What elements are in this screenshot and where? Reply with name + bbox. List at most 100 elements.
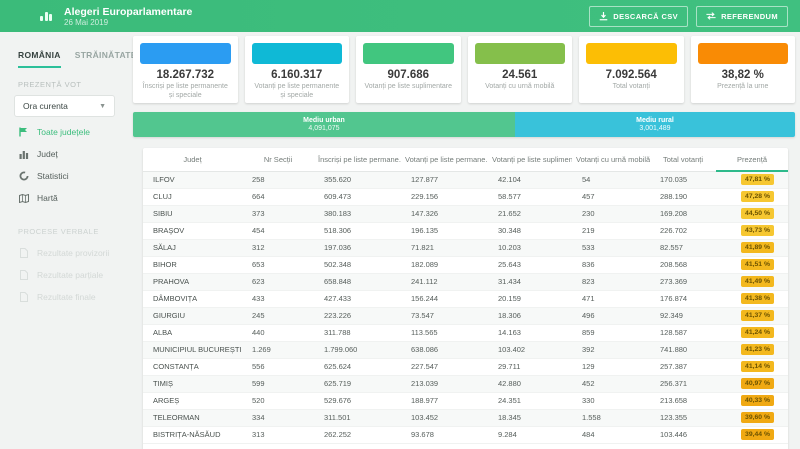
stat-card-label: Total votanți <box>612 83 650 90</box>
tab-romania[interactable]: ROMÂNIA <box>18 46 61 68</box>
value-cell: 188.977 <box>400 392 488 410</box>
stat-card-color-bar <box>140 43 231 64</box>
value-cell: 609.473 <box>313 188 401 206</box>
value-cell: 219 <box>571 222 650 240</box>
column-header-5[interactable]: Votanți cu urnă mobilă <box>571 148 650 172</box>
value-cell: 334 <box>242 409 314 427</box>
stat-card-2: 907.686 Votanți pe liste suplimentare <box>356 36 461 103</box>
chevron-down-icon: ▼ <box>99 102 106 110</box>
sidebar-item-rezultate-provizorii: Rezultate provizorii <box>0 242 125 264</box>
download-csv-button[interactable]: DESCARCĂ CSV <box>589 5 689 27</box>
presence-badge: 41,14 % <box>741 361 774 372</box>
value-cell: 113.565 <box>400 324 488 342</box>
section-label-procese-verbale: PROCESE VERBALE <box>18 227 99 236</box>
stat-card-color-bar <box>251 43 342 64</box>
presence-cell: 40,33 % <box>715 392 788 410</box>
stat-cards: 18.267.732 Înscriși pe liste permanente ș… <box>133 36 795 103</box>
value-cell: 54 <box>571 171 650 189</box>
value-cell: 92.349 <box>649 307 716 325</box>
value-cell: 73.547 <box>400 307 488 325</box>
value-cell: 1.799.060 <box>313 341 401 359</box>
column-header-4[interactable]: Votanți pe liste suplimen... <box>487 148 572 172</box>
column-header-7[interactable]: Prezență <box>715 148 788 172</box>
sidebar-item-label: Statistici <box>37 171 69 181</box>
value-cell: 14.163 <box>487 324 572 342</box>
value-cell: 533 <box>571 239 650 257</box>
presence-badge: 47,81 % <box>741 174 774 186</box>
tab-strainatate[interactable]: STRĂINĂTATE <box>74 50 137 60</box>
table-row: CONSTANȚA 556 625.624 227.547 29.711 129 257.3… <box>143 358 788 376</box>
stat-card-value: 6.160.317 <box>271 69 323 81</box>
value-cell: 129 <box>571 358 650 376</box>
value-cell: 355.620 <box>313 171 401 189</box>
county-cell: SIBIU <box>143 205 242 223</box>
value-cell: 123.355 <box>649 409 716 427</box>
value-cell: 625.719 <box>313 375 401 393</box>
value-cell: 156.244 <box>400 290 488 308</box>
value-cell: 330 <box>571 392 650 410</box>
value-cell: 638.086 <box>400 341 488 359</box>
column-header-0[interactable]: Județ <box>143 148 242 172</box>
value-cell: 176.874 <box>649 290 716 308</box>
sidebar-item-statistici[interactable]: Statistici <box>0 165 125 187</box>
donut-chart-icon <box>18 171 29 181</box>
presence-cell: 41,38 % <box>715 290 788 308</box>
value-cell: 196.135 <box>400 222 488 240</box>
value-cell: 392 <box>571 341 650 359</box>
page-title: Alegeri Europarlamentare <box>64 5 193 18</box>
county-cell: CLUJ <box>143 188 242 206</box>
value-cell: 471 <box>571 290 650 308</box>
value-cell: 257.387 <box>649 358 716 376</box>
value-cell: 213.658 <box>649 392 716 410</box>
presence-cell: 41,14 % <box>715 358 788 376</box>
value-cell: 859 <box>571 324 650 342</box>
presence-badge: 41,89 % <box>741 242 774 253</box>
table-row: DÂMBOVIȚA 433 427.433 156.244 20.159 471 176.8… <box>143 290 788 308</box>
county-cell: TIMIȘ <box>143 375 242 393</box>
presence-cell: 40,97 % <box>715 375 788 393</box>
table-row: ILFOV 258 355.620 127.877 42.104 54 170.035 47,… <box>143 171 788 189</box>
value-cell: 128.587 <box>649 324 716 342</box>
column-header-1[interactable]: Nr Secții <box>242 148 314 172</box>
stat-card-label: Înscriși pe liste permanente și speciale <box>142 83 228 99</box>
presence-cell: 41,89 % <box>715 239 788 257</box>
value-cell: 311.501 <box>313 409 401 427</box>
value-cell: 427.433 <box>313 290 401 308</box>
referendum-button[interactable]: REFERENDUM <box>696 5 788 27</box>
value-cell: 24.351 <box>487 392 572 410</box>
presence-badge: 44,50 % <box>741 208 774 219</box>
stat-card-label: Votanți cu urnă mobilă <box>485 83 555 90</box>
value-cell: 42.880 <box>487 375 572 393</box>
county-cell: GIURGIU <box>143 307 242 325</box>
value-cell: 518.306 <box>313 222 401 240</box>
sidebar-item-toate-jude-ele[interactable]: Toate județele <box>0 121 125 143</box>
file-icon <box>18 292 29 302</box>
sidebar-item-hart-[interactable]: Hartă <box>0 187 125 209</box>
value-cell: 452 <box>571 375 650 393</box>
value-cell: 1.558 <box>571 409 650 427</box>
value-cell: 226.702 <box>649 222 716 240</box>
presence-cell: 41,23 % <box>715 341 788 359</box>
column-header-2[interactable]: Înscriși pe liste permane... <box>313 148 401 172</box>
column-header-3[interactable]: Votanți pe liste permane... <box>400 148 488 172</box>
table-row: BISTRIȚA-NĂSĂUD 313 262.252 93.678 9.284 484 1… <box>143 426 788 444</box>
value-cell: 9.284 <box>487 426 572 444</box>
country-tabs: ROMÂNIA STRĂINĂTATE <box>0 46 136 68</box>
value-cell: 380.183 <box>313 205 401 223</box>
value-cell: 520 <box>242 392 314 410</box>
county-cell: BISTRIȚA-NĂSĂUD <box>143 426 242 444</box>
value-cell: 103.452 <box>400 409 488 427</box>
presence-badge: 43,73 % <box>741 225 774 236</box>
main-content: 18.267.732 Înscriși pe liste permanente ș… <box>125 32 800 449</box>
stat-card-color-bar <box>474 43 565 64</box>
value-cell: 182.089 <box>400 256 488 274</box>
value-cell: 625.624 <box>313 358 401 376</box>
value-cell: 127.877 <box>400 171 488 189</box>
time-select[interactable]: Ora curenta ▼ <box>14 95 115 117</box>
map-icon <box>18 193 29 203</box>
county-cell: ILFOV <box>143 171 242 189</box>
column-header-6[interactable]: Total votanți <box>649 148 716 172</box>
sidebar-item-jude-[interactable]: Județ <box>0 143 125 165</box>
value-cell: 273.369 <box>649 273 716 291</box>
sidebar-item-label: Toate județele <box>37 127 90 137</box>
